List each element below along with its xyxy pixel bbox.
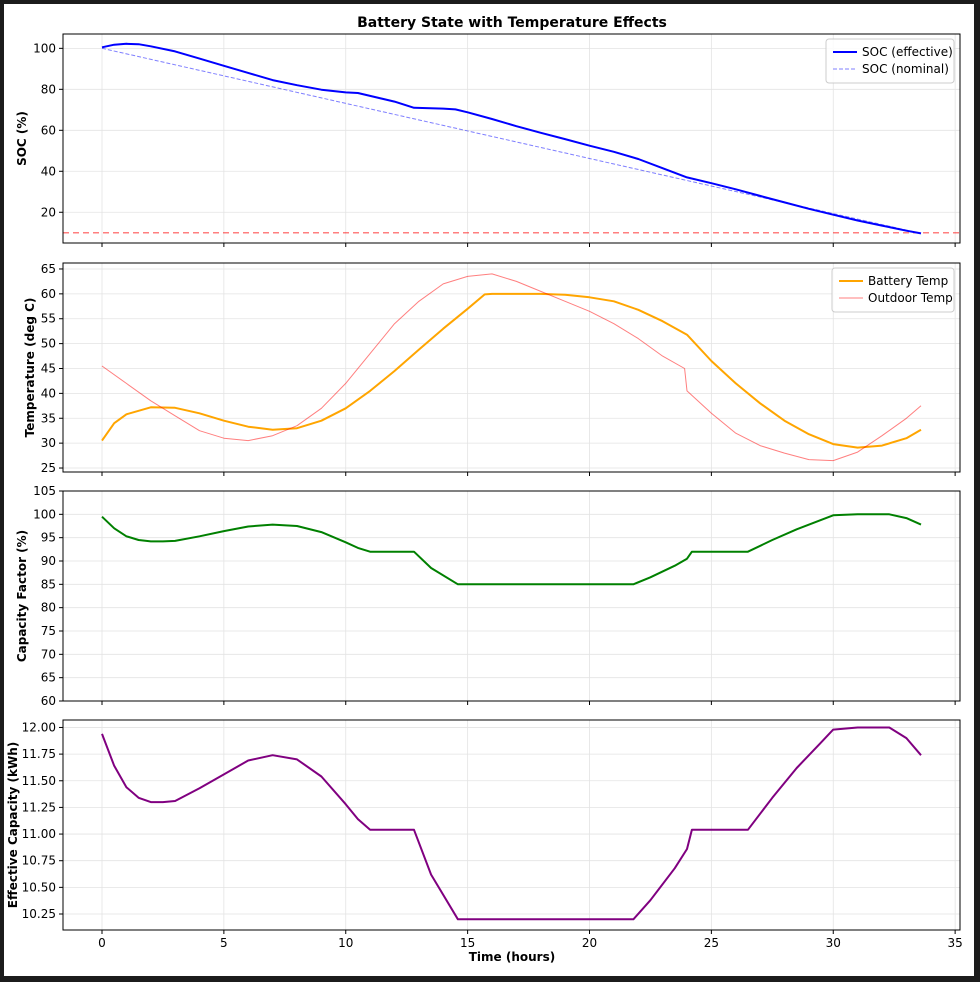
y-tick-label: 55 xyxy=(41,312,56,326)
axes-frame xyxy=(62,33,961,244)
axes-frame xyxy=(62,719,961,931)
x-tick-label: 30 xyxy=(826,936,841,950)
figure-background xyxy=(4,4,974,976)
grid xyxy=(63,720,960,930)
y-tick-label: 40 xyxy=(41,164,56,178)
y-tick-label: 80 xyxy=(41,601,56,615)
y-tick-label: 12.00 xyxy=(22,720,56,734)
x-tick-label: 20 xyxy=(582,936,597,950)
grid xyxy=(63,34,960,243)
series-line-battery-temp xyxy=(101,292,922,449)
y-tick-label: 90 xyxy=(41,554,56,568)
y-axis-label: Temperature (deg C) xyxy=(23,298,37,438)
y-tick-label: 11.00 xyxy=(22,827,56,841)
y-tick-label: 35 xyxy=(41,411,56,425)
chart-title: Battery State with Temperature Effects xyxy=(357,15,667,31)
legend-label: Battery Temp xyxy=(868,274,948,288)
y-tick-label: 60 xyxy=(41,123,56,137)
y-tick-label: 60 xyxy=(41,694,56,708)
y-tick-label: 65 xyxy=(41,671,56,685)
y-axis-label: SOC (%) xyxy=(15,111,29,166)
y-tick-label: 40 xyxy=(41,386,56,400)
y-axis-label: Effective Capacity (kWh) xyxy=(6,742,20,908)
legend-box xyxy=(825,38,955,84)
y-tick-label: 10.50 xyxy=(22,880,56,894)
x-tick-label: 10 xyxy=(338,936,353,950)
subplot-4: 0 5 10 15 20 25 30 35 10.25 10.50 10.75 11.00 11.25 1… xyxy=(6,719,963,950)
axes-frame xyxy=(62,490,961,702)
y-tick-label: 65 xyxy=(41,262,56,276)
legend-label: SOC (effective) xyxy=(862,45,953,59)
y-tick-label: 11.75 xyxy=(22,747,56,761)
grid xyxy=(63,263,960,472)
y-tick-label: 11.50 xyxy=(22,774,56,788)
y-tick-label: 85 xyxy=(41,577,56,591)
series-line-4-1 xyxy=(101,726,922,921)
legend-label: SOC (nominal) xyxy=(862,62,949,76)
legend: SOC (effective) SOC (nominal) xyxy=(825,38,955,84)
x-tick-label: 5 xyxy=(220,936,228,950)
x-axis-label: Time (hours) xyxy=(469,950,555,964)
y-tick-label: 80 xyxy=(41,82,56,96)
y-tick-label: 60 xyxy=(41,287,56,301)
x-tick-label: 25 xyxy=(704,936,719,950)
series-line-soc-nominal xyxy=(101,47,922,234)
legend: Battery Temp Outdoor Temp xyxy=(831,267,955,313)
y-tick-label: 20 xyxy=(41,205,56,219)
y-tick-label: 75 xyxy=(41,624,56,638)
legend-label: Outdoor Temp xyxy=(868,291,953,305)
legend-box xyxy=(831,267,955,313)
y-tick-label: 11.25 xyxy=(22,800,56,814)
x-tick-label: 35 xyxy=(947,936,962,950)
y-tick-label: 10.25 xyxy=(22,907,56,921)
y-tick-label: 100 xyxy=(33,41,56,55)
subplot-3: 60 65 70 75 80 85 90 95 100 105 Capacity Factor (%… xyxy=(15,484,961,708)
y-axis-label: Capacity Factor (%) xyxy=(15,530,29,662)
subplot-2: 25 30 35 40 45 50 55 60 65 Temperature (deg C) Bat… xyxy=(23,262,961,476)
x-tick-label: 15 xyxy=(460,936,475,950)
y-tick-label: 25 xyxy=(41,461,56,475)
y-tick-label: 30 xyxy=(41,436,56,450)
y-tick-label: 100 xyxy=(33,507,56,521)
subplot-1: 20 40 60 80 100 SOC (%) SOC (effective) SOC (no… xyxy=(15,33,961,247)
y-tick-label: 45 xyxy=(41,361,56,375)
y-tick-label: 105 xyxy=(33,484,56,498)
y-tick-label: 10.75 xyxy=(22,854,56,868)
y-tick-label: 95 xyxy=(41,531,56,545)
series-line-outdoor-temp xyxy=(101,273,922,462)
axes-frame xyxy=(62,262,961,473)
x-tick-label: 0 xyxy=(98,936,106,950)
y-tick-label: 70 xyxy=(41,647,56,661)
y-tick-label: 50 xyxy=(41,337,56,351)
series-line-3-1 xyxy=(101,513,922,586)
